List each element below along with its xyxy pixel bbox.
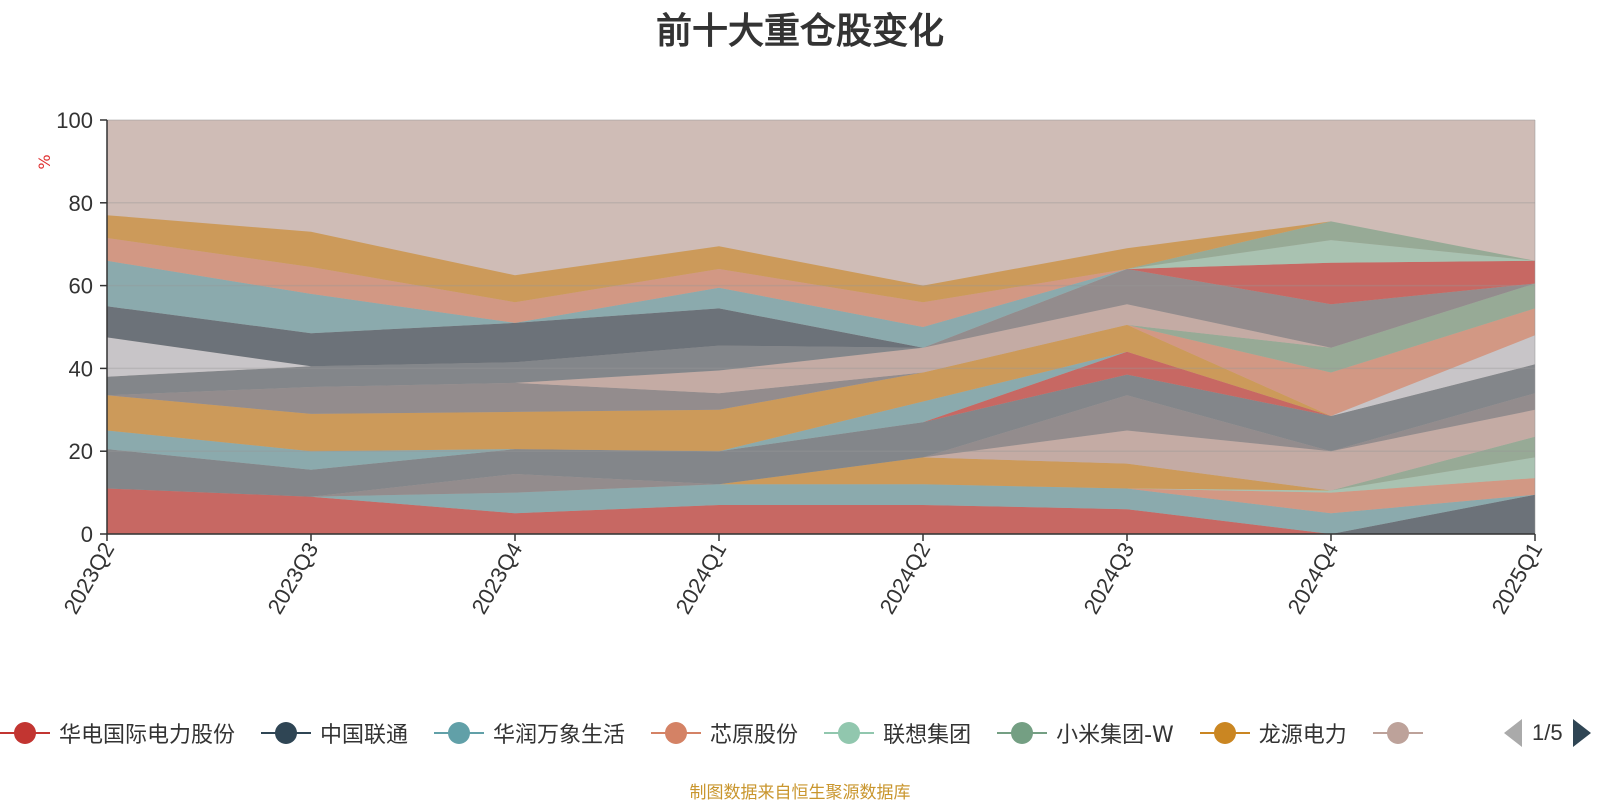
- x-tick-label: 2024Q4: [1283, 538, 1344, 618]
- legend-circle-icon: [1372, 722, 1423, 744]
- chart-title: 前十大重仓股变化: [655, 11, 944, 52]
- area-series-10: [107, 351, 1535, 470]
- area-series-22: [107, 260, 1535, 348]
- y-tick-label: 40: [69, 356, 93, 381]
- triangle-right-icon[interactable]: [1571, 716, 1593, 750]
- legend-pager: 1/5: [1502, 716, 1593, 750]
- x-tick-label: 2023Q4: [467, 538, 528, 618]
- x-tick-label: 2025Q1: [1487, 538, 1548, 618]
- area-series-19: [107, 283, 1535, 377]
- area-series-20: [107, 283, 1535, 367]
- legend-circle-icon: [0, 722, 50, 744]
- area-series-0: [107, 488, 1535, 534]
- area-series-15: [107, 283, 1535, 414]
- legend-item[interactable]: 联想集团: [824, 711, 971, 755]
- legend-circle-icon: [434, 722, 485, 744]
- area-series-6: [107, 436, 1535, 497]
- x-tick-label: 2024Q2: [875, 538, 936, 618]
- legend-label: 小米集团-W: [1056, 723, 1174, 748]
- area-series-17: [107, 283, 1535, 396]
- legend-label: 芯原股份: [710, 723, 799, 748]
- area-series-9: [107, 364, 1535, 497]
- area-series-16: [107, 283, 1535, 414]
- legend-circle-icon: [1199, 722, 1250, 744]
- legend-circle-icon: [261, 722, 312, 744]
- legend-label: 龙源电力: [1258, 723, 1347, 748]
- area-series-3: [107, 478, 1535, 514]
- y-axis-label: %: [35, 154, 54, 169]
- area-series-12: [107, 335, 1535, 470]
- y-tick-label: 0: [81, 522, 93, 547]
- area-series-25: [107, 221, 1535, 348]
- area-series-1: [107, 488, 1535, 534]
- x-tick-label: 2023Q2: [59, 538, 120, 618]
- triangle-left-icon[interactable]: [1502, 716, 1524, 750]
- legend-item[interactable]: 华电国际电力股份: [0, 711, 235, 755]
- legend-item[interactable]: 小米集团-W: [997, 711, 1174, 755]
- source-note: 制图数据来自恒生聚源数据库: [689, 783, 911, 803]
- legend: 华电国际电力股份 中国联通 华润万象生活 芯原股份 联想集团 小米集团-W 龙源电力: [0, 711, 1505, 755]
- y-tick-label: 100: [56, 108, 93, 133]
- legend-item[interactable]: 中国联通: [261, 711, 408, 755]
- legend-page-indicator: 1/5: [1532, 720, 1563, 745]
- area-series-8: [107, 393, 1535, 497]
- legend-item-truncated[interactable]: [1372, 711, 1432, 755]
- legend-label: 中国联通: [320, 723, 409, 748]
- legend-item[interactable]: 华润万象生活: [434, 711, 625, 755]
- legend-label: 华电国际电力股份: [59, 723, 236, 748]
- area-series-24: [107, 221, 1535, 348]
- area-series-18: [107, 283, 1535, 396]
- y-tick-label: 80: [69, 191, 93, 216]
- y-tick-label: 20: [69, 439, 93, 464]
- legend-item[interactable]: 龙源电力: [1199, 711, 1347, 755]
- legend-circle-icon: [651, 722, 702, 744]
- x-tick-label: 2024Q3: [1079, 538, 1140, 618]
- legend-label: 联想集团: [883, 723, 972, 748]
- x-tick-label: 2023Q3: [263, 538, 324, 618]
- y-tick-label: 60: [69, 274, 93, 299]
- x-tick-label: 2024Q1: [671, 538, 732, 618]
- area-series-2: [107, 484, 1535, 534]
- area-series-26: [107, 221, 1535, 327]
- area-series-14: [107, 308, 1535, 416]
- legend-circle-icon: [997, 722, 1048, 744]
- area-series-layer: [107, 215, 1535, 534]
- legend-item[interactable]: 芯原股份: [651, 711, 798, 755]
- area-series-7: [107, 409, 1535, 497]
- legend-label: 华润万象生活: [493, 723, 626, 748]
- area-series-23: [107, 240, 1535, 348]
- legend-circle-icon: [824, 722, 875, 744]
- area-series-27: [107, 215, 1535, 303]
- area-series-21: [107, 269, 1535, 348]
- area-series-13: [107, 324, 1535, 452]
